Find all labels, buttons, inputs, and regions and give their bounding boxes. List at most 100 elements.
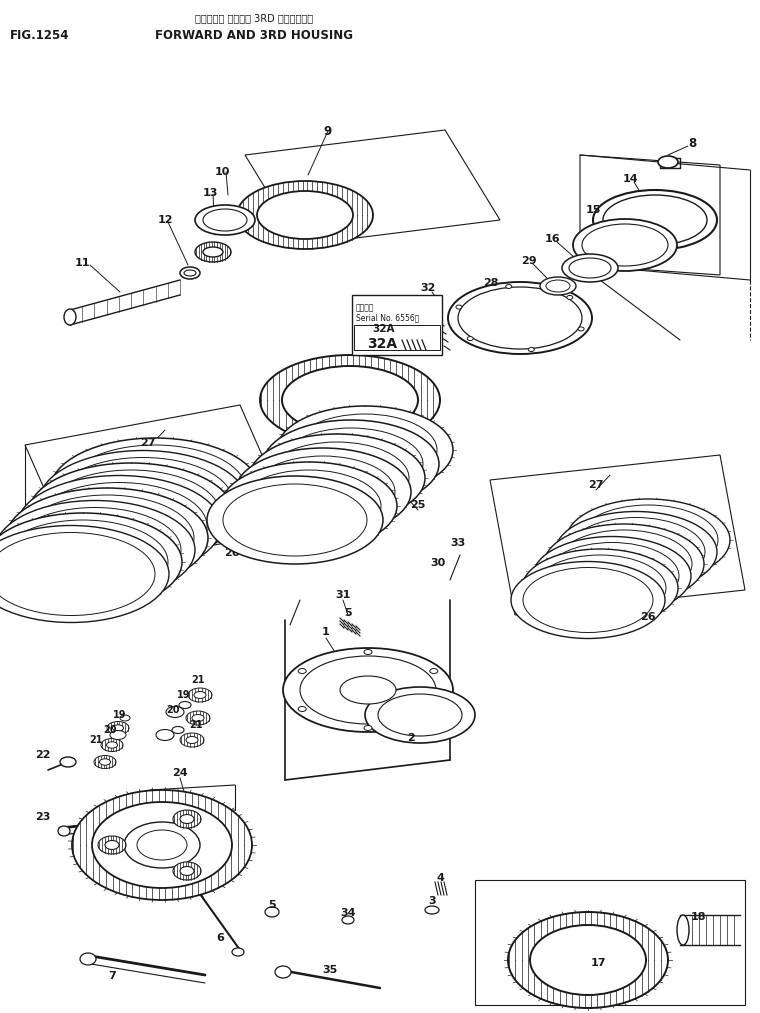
Ellipse shape xyxy=(340,676,396,704)
Ellipse shape xyxy=(528,347,534,352)
Ellipse shape xyxy=(293,414,437,486)
Ellipse shape xyxy=(603,194,707,245)
Ellipse shape xyxy=(39,451,247,553)
Text: 33: 33 xyxy=(451,538,466,548)
Ellipse shape xyxy=(567,518,705,587)
Ellipse shape xyxy=(511,561,665,638)
Ellipse shape xyxy=(173,862,201,880)
Text: 適用号番: 適用号番 xyxy=(356,303,375,312)
Ellipse shape xyxy=(544,524,704,604)
Text: 32A: 32A xyxy=(367,337,397,350)
Text: 10: 10 xyxy=(214,167,230,177)
Ellipse shape xyxy=(378,694,462,736)
Text: 23: 23 xyxy=(35,812,51,822)
Ellipse shape xyxy=(172,726,184,733)
Ellipse shape xyxy=(546,280,570,292)
Text: 27: 27 xyxy=(588,480,603,490)
Ellipse shape xyxy=(0,520,168,604)
Ellipse shape xyxy=(508,912,668,1008)
Ellipse shape xyxy=(42,470,220,558)
Text: 5: 5 xyxy=(344,608,352,618)
Ellipse shape xyxy=(545,543,679,610)
Ellipse shape xyxy=(534,555,666,621)
Ellipse shape xyxy=(569,258,611,278)
Ellipse shape xyxy=(124,822,200,868)
Ellipse shape xyxy=(179,701,191,708)
Text: 17: 17 xyxy=(591,958,606,968)
Text: 21: 21 xyxy=(89,735,103,745)
Ellipse shape xyxy=(505,285,511,289)
Ellipse shape xyxy=(107,721,129,734)
Ellipse shape xyxy=(578,327,584,331)
Ellipse shape xyxy=(430,706,438,711)
Ellipse shape xyxy=(522,549,678,627)
Ellipse shape xyxy=(275,966,291,978)
Ellipse shape xyxy=(677,915,689,945)
Text: 19: 19 xyxy=(113,710,127,720)
Ellipse shape xyxy=(20,495,194,581)
Text: 28: 28 xyxy=(483,278,499,288)
Ellipse shape xyxy=(221,462,397,550)
Text: 6: 6 xyxy=(216,933,224,943)
Ellipse shape xyxy=(192,714,204,721)
Ellipse shape xyxy=(203,209,247,231)
Text: 21: 21 xyxy=(192,675,204,685)
Ellipse shape xyxy=(365,687,475,743)
Ellipse shape xyxy=(180,814,194,824)
Text: 20: 20 xyxy=(166,705,180,715)
Ellipse shape xyxy=(53,458,233,546)
Ellipse shape xyxy=(566,499,730,581)
Ellipse shape xyxy=(186,736,198,744)
Ellipse shape xyxy=(249,434,425,522)
Text: FIG.1254: FIG.1254 xyxy=(10,28,69,42)
Text: 18: 18 xyxy=(690,912,706,922)
Text: 1: 1 xyxy=(322,627,330,637)
Ellipse shape xyxy=(184,270,196,276)
Ellipse shape xyxy=(28,463,234,565)
Text: 9: 9 xyxy=(324,125,332,138)
Text: 32A: 32A xyxy=(372,324,395,334)
Ellipse shape xyxy=(9,508,181,593)
Ellipse shape xyxy=(237,470,381,542)
Ellipse shape xyxy=(101,738,123,752)
Ellipse shape xyxy=(207,476,383,564)
Ellipse shape xyxy=(105,841,119,850)
Ellipse shape xyxy=(555,512,717,593)
Ellipse shape xyxy=(567,296,573,300)
Ellipse shape xyxy=(265,907,279,917)
Ellipse shape xyxy=(60,757,76,767)
Ellipse shape xyxy=(467,336,473,340)
Ellipse shape xyxy=(92,802,232,888)
Text: 27: 27 xyxy=(141,438,156,448)
Text: 11: 11 xyxy=(74,258,90,268)
Ellipse shape xyxy=(137,830,187,860)
Ellipse shape xyxy=(0,533,155,616)
Ellipse shape xyxy=(80,953,96,965)
Text: セ゛ンジン オヨビ゛ 3RD ハウジ゛ング: セ゛ンジン オヨビ゛ 3RD ハウジ゛ング xyxy=(195,13,313,23)
Ellipse shape xyxy=(120,715,130,721)
Ellipse shape xyxy=(300,656,436,724)
Ellipse shape xyxy=(283,648,453,732)
Ellipse shape xyxy=(364,649,372,654)
Ellipse shape xyxy=(257,191,353,239)
Ellipse shape xyxy=(235,448,411,536)
Text: Serial No. 6556～: Serial No. 6556～ xyxy=(356,313,420,322)
Text: 35: 35 xyxy=(322,965,337,975)
Ellipse shape xyxy=(265,442,409,514)
Text: 14: 14 xyxy=(622,174,638,184)
Ellipse shape xyxy=(64,309,76,325)
Ellipse shape xyxy=(364,725,372,730)
Ellipse shape xyxy=(530,925,646,995)
Text: 31: 31 xyxy=(335,590,350,600)
Ellipse shape xyxy=(100,759,110,765)
Ellipse shape xyxy=(260,355,440,445)
Ellipse shape xyxy=(0,500,195,600)
FancyBboxPatch shape xyxy=(354,325,440,350)
Ellipse shape xyxy=(298,706,306,711)
Text: 4: 4 xyxy=(436,873,444,883)
Ellipse shape xyxy=(593,190,717,250)
Ellipse shape xyxy=(98,836,126,854)
Text: 26: 26 xyxy=(224,548,240,558)
Ellipse shape xyxy=(282,366,418,434)
Text: 24: 24 xyxy=(173,768,188,778)
